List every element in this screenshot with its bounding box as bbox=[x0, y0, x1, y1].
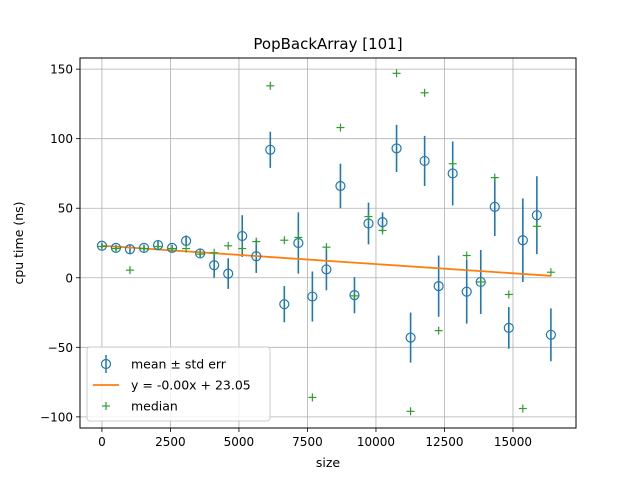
y-tick-label: 150 bbox=[50, 63, 73, 77]
median-point bbox=[308, 393, 317, 402]
median-point bbox=[140, 244, 149, 253]
y-tick-label: 100 bbox=[50, 132, 73, 146]
mean-point bbox=[461, 286, 472, 297]
mean-point bbox=[335, 180, 346, 192]
mean-point bbox=[209, 260, 220, 271]
fit-line bbox=[101, 244, 551, 277]
x-tick-label: 7500 bbox=[292, 435, 323, 449]
x-tick-label: 15000 bbox=[494, 435, 532, 449]
mean-point bbox=[279, 299, 290, 310]
axis-ticks: 0 2500 5000 7500 10000 12500 15000 −100 −50 0 50 10… bbox=[40, 63, 532, 449]
mean-point bbox=[545, 329, 556, 340]
median-point bbox=[406, 407, 415, 416]
mean-point bbox=[489, 201, 500, 212]
mean-point bbox=[405, 332, 416, 343]
legend-label-median: median bbox=[131, 399, 178, 414]
mean-point bbox=[265, 144, 276, 155]
x-tick-label: 10000 bbox=[357, 435, 395, 449]
median-point bbox=[532, 222, 541, 231]
mean-point bbox=[531, 210, 542, 221]
median-point bbox=[266, 81, 275, 90]
mean-point bbox=[124, 244, 136, 255]
median-point bbox=[210, 248, 219, 257]
median-point bbox=[490, 173, 499, 182]
legend: mean ± std err y = -0.00x + 23.05 median bbox=[86, 346, 271, 422]
legend-label-fit: y = -0.00x + 23.05 bbox=[131, 378, 251, 393]
mean-point bbox=[391, 143, 402, 154]
median-point bbox=[378, 226, 387, 235]
x-tick-label: 2500 bbox=[155, 435, 186, 449]
median-point bbox=[125, 266, 134, 275]
median-point bbox=[364, 212, 373, 221]
median-point bbox=[154, 242, 163, 251]
median-point bbox=[182, 244, 191, 253]
x-tick-label: 0 bbox=[98, 435, 106, 449]
legend-errorbar-icon bbox=[100, 355, 112, 373]
x-axis-label: size bbox=[316, 455, 341, 470]
legend-box bbox=[86, 346, 271, 422]
y-axis-label: cpu time (ns) bbox=[11, 201, 26, 284]
mean-point bbox=[251, 251, 262, 262]
median-point bbox=[476, 277, 485, 286]
median-point bbox=[546, 268, 555, 277]
y-tick-label: −100 bbox=[40, 410, 73, 424]
median-point bbox=[518, 404, 527, 413]
median-point bbox=[462, 251, 471, 260]
median-point bbox=[196, 250, 205, 259]
chart-title: PopBackArray [101] bbox=[253, 35, 402, 53]
mean-point bbox=[517, 235, 528, 246]
median-point bbox=[238, 244, 247, 253]
median-point bbox=[350, 291, 359, 300]
median-point bbox=[420, 88, 429, 97]
median-point bbox=[224, 241, 233, 250]
plot-frame bbox=[79, 57, 577, 429]
median-point bbox=[448, 159, 457, 168]
median-point bbox=[322, 243, 331, 252]
median-point bbox=[392, 69, 401, 78]
mean-point bbox=[447, 168, 458, 179]
median-point bbox=[111, 244, 120, 253]
x-tick-label: 12500 bbox=[425, 435, 463, 449]
median-point bbox=[252, 237, 261, 246]
y-tick-label: 50 bbox=[58, 202, 73, 216]
y-tick-label: 0 bbox=[65, 271, 73, 285]
legend-label-mean: mean ± std err bbox=[131, 357, 227, 372]
mean-point bbox=[237, 230, 248, 242]
mean-point bbox=[223, 268, 234, 279]
median-point bbox=[168, 244, 177, 253]
median-point bbox=[294, 233, 303, 242]
median-point bbox=[434, 326, 443, 335]
mean-point bbox=[419, 155, 430, 167]
mean-point bbox=[433, 281, 444, 292]
legend-plus-icon bbox=[102, 402, 110, 410]
median-point bbox=[280, 236, 289, 245]
mean-point bbox=[475, 276, 486, 288]
median-point bbox=[504, 290, 513, 299]
mean-point bbox=[307, 291, 318, 302]
median-point bbox=[336, 123, 345, 132]
x-tick-label: 5000 bbox=[224, 435, 255, 449]
mean-point bbox=[321, 264, 332, 275]
y-tick-label: −50 bbox=[48, 341, 73, 355]
median-point bbox=[97, 242, 106, 251]
mean-point bbox=[503, 322, 514, 333]
plot-data bbox=[96, 69, 556, 416]
